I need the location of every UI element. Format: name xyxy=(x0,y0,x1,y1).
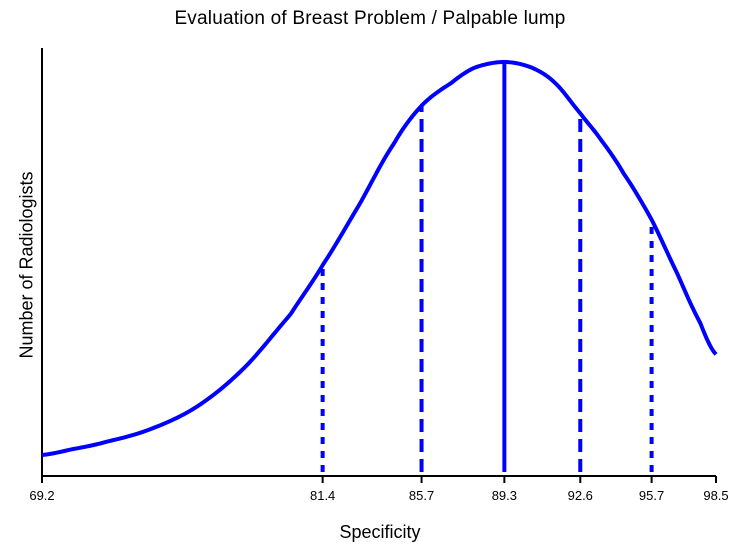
density-curve-line xyxy=(41,60,718,457)
chart-title: Evaluation of Breast Problem / Palpable … xyxy=(174,8,566,29)
x-tick-label: 95.7 xyxy=(639,488,664,503)
x-tick-label: 92.6 xyxy=(568,488,593,503)
x-tick-label: 69.2 xyxy=(29,488,54,503)
x-tick-label: 89.3 xyxy=(492,488,517,503)
x-ticks: 69.2 81.4 85.7 89.3 92.6 95.7 98.5 xyxy=(29,476,729,503)
axes xyxy=(41,48,716,477)
x-tick-label: 85.7 xyxy=(409,488,434,503)
x-tick-label: 98.5 xyxy=(703,488,728,503)
x-axis-label: Specificity xyxy=(339,522,421,542)
distribution-curve xyxy=(41,60,718,457)
x-tick-label: 81.4 xyxy=(310,488,335,503)
reference-lines xyxy=(320,62,654,472)
